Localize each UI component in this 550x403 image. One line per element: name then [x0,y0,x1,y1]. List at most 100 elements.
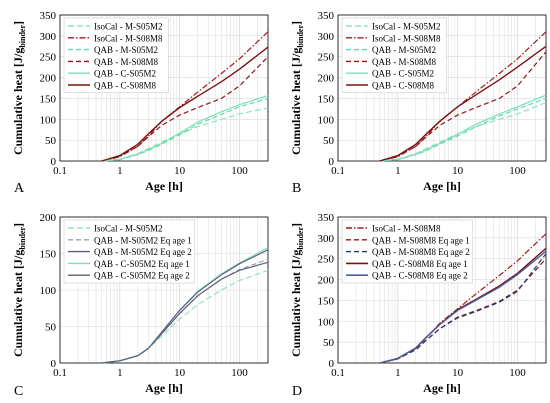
y-tick-label: 50 [323,337,335,349]
y-tick-label: 100 [40,114,57,126]
legend-label: QAB - M-S08M8 [94,57,159,67]
legend-label: IsoCal - M-S08M8 [94,33,163,43]
panel-C: 0 50 100 150 200 0.1 1 10 100 Age [h] Cumulative h… [11,212,269,395]
panel-A: 0 50 100 150 200 250 300 350 0.1 1 10 100 Age [h] Cum… [11,10,269,193]
legend-label: QAB - M-S08M8 Eq age 1 [372,235,470,245]
y-tick-label: 0 [51,358,57,370]
series-line-4 [379,51,547,162]
plot-frame [59,216,269,364]
panel-D: 0 50 100 150 200 250 300 350 0.1 1 10 100 Age [h] Cum… [289,212,547,395]
panel-letter: B [292,181,301,196]
plot-frame [337,14,547,162]
x-tick-label: 100 [231,367,248,379]
legend-label: QAB - C-S08M8 [94,81,157,91]
y-tick-label: 200 [318,73,335,85]
y-axis-label: Cumulative heat [J/gbinder] [11,223,27,357]
legend-label: QAB - C-S05M2 [94,69,156,79]
legend-label: QAB - M-S08M8 Eq age 2 [372,247,470,257]
legend-label: QAB - M-S05M2 [94,45,158,55]
x-axis-label: Age [h] [145,179,183,193]
y-tick-label: 200 [40,212,57,224]
x-tick-label: 0.1 [331,367,345,379]
y-tick-label: 300 [318,31,335,43]
legend-label: QAB - C-S08M8 Eq age 2 [372,271,468,281]
legend-label: IsoCal - M-S05M2 [94,224,163,234]
y-tick-label: 350 [318,10,335,22]
y-tick-label: 100 [318,316,335,328]
series-line-4 [101,56,269,162]
x-tick-label: 0.1 [331,165,345,177]
y-tick-label: 50 [45,322,57,334]
x-tick-label: 0.1 [53,367,67,379]
legend-label: QAB - C-S08M8 Eq age 1 [372,259,468,269]
series-line-5 [101,249,269,364]
x-axis-label: Age [h] [423,179,461,193]
y-axis-label: Cumulative heat [J/gbinder] [289,21,305,155]
panel-letter: D [292,384,302,399]
y-tick-label: 150 [40,93,57,105]
y-tick-label: 300 [40,31,57,43]
y-tick-label: 150 [40,249,57,261]
legend-label: QAB - C-S05M2 Eq age 2 [94,271,190,281]
x-tick-label: 0.1 [53,165,67,177]
y-tick-label: 150 [318,93,335,105]
series-line-3 [379,253,547,364]
series-line-6 [379,45,547,162]
panel-letter: C [14,384,23,399]
series-line-5 [379,94,547,162]
panel-letter: A [14,181,25,196]
y-tick-label: 100 [40,285,57,297]
y-tick-label: 350 [40,10,57,22]
y-tick-label: 150 [318,295,335,307]
legend-label: IsoCal - M-S08M8 [372,224,441,234]
y-tick-label: 300 [318,233,335,245]
legend-label: QAB - C-S05M2 [372,69,434,79]
legend-label: IsoCal - M-S05M2 [372,22,441,32]
y-tick-label: 0 [329,156,335,168]
x-tick-label: 100 [509,367,526,379]
legend-label: QAB - C-S05M2 Eq age 1 [94,259,190,269]
legend-label: QAB - M-S08M8 [372,57,437,67]
legend-label: QAB - M-S05M2 Eq age 2 [94,247,192,257]
x-tick-label: 10 [174,367,186,379]
panel-B: 0 50 100 150 200 250 300 350 0.1 1 10 100 Age [h] Cum… [289,10,547,193]
y-tick-label: 0 [51,156,57,168]
y-tick-label: 200 [318,275,335,287]
legend-label: QAB - M-S05M2 [372,45,436,55]
legend-label: QAB - M-S05M2 Eq age 1 [94,235,192,245]
series-line-5 [101,94,269,162]
y-tick-label: 50 [323,135,335,147]
plot-frame [59,14,269,162]
series-line-5 [379,250,547,364]
y-tick-label: 50 [45,135,57,147]
x-tick-label: 1 [395,165,401,177]
series-lines [379,31,547,162]
x-tick-label: 10 [174,165,186,177]
y-tick-label: 250 [318,254,335,266]
series-lines [101,31,269,162]
y-tick-label: 350 [318,212,335,224]
legend-label: IsoCal - M-S08M8 [372,33,441,43]
x-tick-label: 1 [117,367,123,379]
x-axis-label: Age [h] [423,381,461,395]
x-tick-label: 1 [395,367,401,379]
legend-box [63,17,169,94]
plot-frame [337,216,547,364]
series-line-1 [101,269,269,364]
x-axis-label: Age [h] [145,381,183,395]
y-tick-label: 200 [40,73,57,85]
legend-label: IsoCal - M-S05M2 [94,22,163,32]
x-tick-label: 10 [452,367,464,379]
y-tick-label: 250 [40,52,57,64]
x-tick-label: 100 [231,165,248,177]
y-tick-label: 0 [329,358,335,370]
x-tick-label: 10 [452,165,464,177]
series-lines [379,233,547,364]
series-line-6 [101,46,269,162]
y-axis-label: Cumulative heat [J/gbinder] [11,21,27,155]
